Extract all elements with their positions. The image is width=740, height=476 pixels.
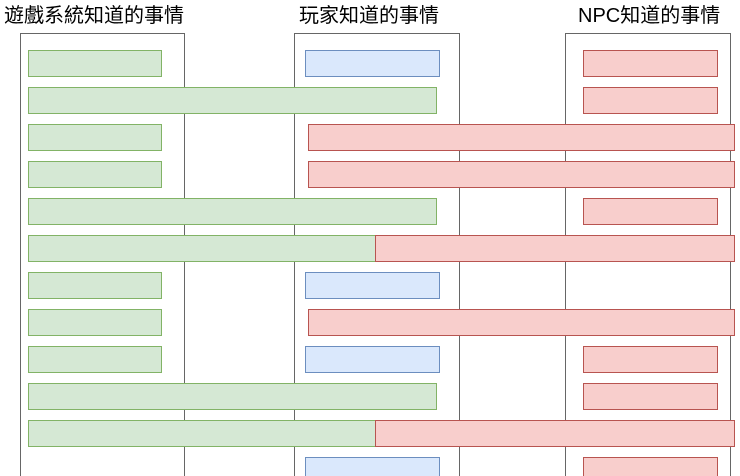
pink-knowledge-bar: [375, 235, 735, 262]
green-knowledge-bar: [28, 235, 377, 262]
green-knowledge-bar: [28, 50, 162, 77]
green-knowledge-bar: [28, 309, 162, 336]
column-title-player: 玩家知道的事情: [299, 5, 439, 27]
green-knowledge-bar: [28, 87, 437, 114]
pink-knowledge-bar: [583, 457, 718, 476]
green-knowledge-bar: [28, 383, 437, 410]
pink-knowledge-bar: [308, 124, 735, 151]
green-knowledge-bar: [28, 346, 162, 373]
pink-knowledge-bar: [375, 420, 735, 447]
pink-knowledge-bar: [583, 87, 718, 114]
pink-knowledge-bar: [583, 346, 718, 373]
pink-knowledge-bar: [583, 383, 718, 410]
blue-knowledge-bar: [305, 272, 440, 299]
blue-knowledge-bar: [305, 457, 440, 476]
green-knowledge-bar: [28, 124, 162, 151]
pink-knowledge-bar: [308, 309, 735, 336]
pink-knowledge-bar: [583, 198, 718, 225]
blue-knowledge-bar: [305, 346, 440, 373]
pink-knowledge-bar: [308, 161, 735, 188]
column-title-game-system: 遊戲系統知道的事情: [4, 5, 184, 27]
green-knowledge-bar: [28, 272, 162, 299]
green-knowledge-bar: [28, 161, 162, 188]
pink-knowledge-bar: [583, 50, 718, 77]
column-title-npc: NPC知道的事情: [578, 5, 721, 27]
blue-knowledge-bar: [305, 50, 440, 77]
green-knowledge-bar: [28, 198, 437, 225]
green-knowledge-bar: [28, 420, 377, 447]
